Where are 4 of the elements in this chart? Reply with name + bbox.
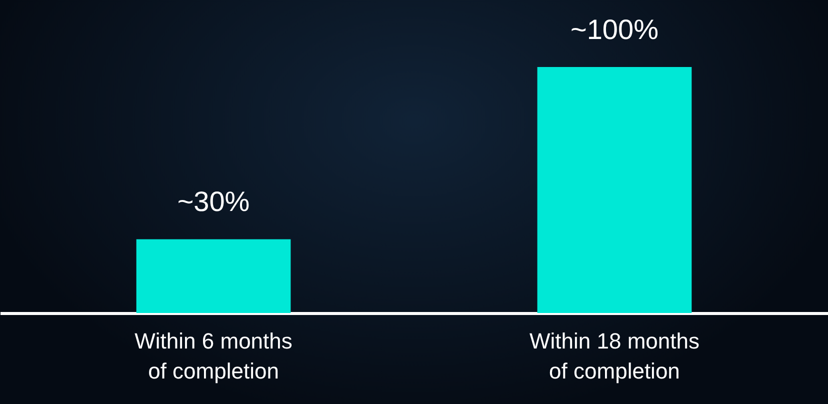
x-tick-label: Within 6 months of completion — [134, 328, 292, 384]
x-tick-label: Within 18 months of completion — [530, 328, 700, 384]
data-label: ~100% — [570, 14, 658, 45]
data-label: ~30% — [177, 186, 250, 218]
